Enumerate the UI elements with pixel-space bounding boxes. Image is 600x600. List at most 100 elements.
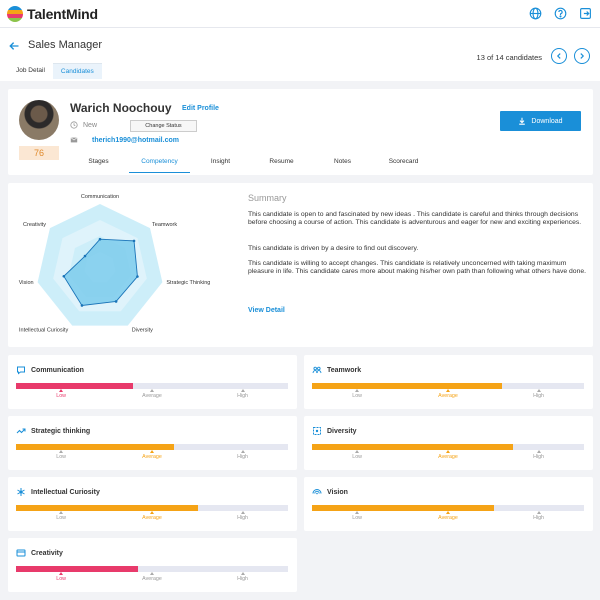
competency-title: Diversity [327,427,357,435]
radar-data-point [132,239,136,243]
scale-marker: High [228,511,258,521]
next-candidate-button[interactable] [574,48,590,64]
competency-bar [16,505,288,511]
clock-icon [70,121,78,129]
competency-card: Vision Low Average High [304,477,593,531]
scale-marker: Average [433,450,463,460]
radar-axis-label: Communication [81,194,119,200]
competency-radar-chart: Communication Teamwork Strategic Thinking D… [19,194,211,334]
radar-axis-label: Intellectual Curiosity [19,328,68,334]
competency-card: Creativity Low Average High [8,538,297,592]
diversity-icon [313,427,321,435]
chat-icon [17,366,25,375]
trend-icon [16,428,26,434]
scale-marker: High [524,511,554,521]
summary-paragraph: This candidate is driven by a desire to … [248,245,419,252]
competency-bar-fill [312,505,495,511]
edit-profile-link[interactable]: Edit Profile [182,105,219,112]
chevron-right-icon [580,53,585,59]
download-button[interactable]: Download [500,111,581,131]
competency-title: Communication [31,366,84,374]
tab-insight[interactable]: Insight [210,158,231,165]
app-logo[interactable]: TalentMind [7,6,98,22]
radar-data-point [80,304,84,307]
tab-resume[interactable]: Resume [269,158,294,165]
competency-bar-fill [312,444,514,450]
scale-marker: Average [137,450,167,460]
competency-bar-fill [16,505,199,511]
prev-candidate-button[interactable] [551,48,567,64]
scale-marker: Low [46,389,76,399]
competency-title: Creativity [31,549,63,557]
competency-bar [16,383,288,389]
scale-marker: Low [46,511,76,521]
candidate-status: New [83,121,98,129]
page-header: Sales Manager Job Detail Candidates 13 o… [0,28,600,81]
change-status-button[interactable]: Change Status [130,120,197,132]
avatar [19,100,59,140]
app-name: TalentMind [27,6,98,22]
scale-marker: Average [433,511,463,521]
chevron-left-icon [556,53,561,59]
competency-bar [312,505,584,511]
radar-axis-label: Strategic Thinking [166,280,210,286]
download-label: Download [531,117,563,125]
scale-marker: High [228,389,258,399]
competency-title: Teamwork [327,366,362,374]
logo-mark-icon [7,6,23,22]
radar-data-point [83,254,87,258]
candidate-email[interactable]: therich1990@hotmail.com [92,136,179,144]
scale-marker: High [228,572,258,582]
competency-bar [312,444,584,450]
summary-paragraph: This candidate is willing to accept chan… [248,260,587,276]
competency-bar-fill [16,383,133,389]
scale-marker: Low [342,511,372,521]
radar-data-area [63,238,138,306]
tab-stages[interactable]: Stages [88,158,109,165]
tab-job-detail[interactable]: Job Detail [16,67,45,74]
creativity-icon [16,549,26,557]
competency-title: Strategic thinking [31,427,91,435]
scale-marker: Low [342,450,372,460]
summary-paragraph: This candidate is open to and fascinated… [248,211,582,227]
competency-bar-fill [312,383,503,389]
scale-marker: Average [137,511,167,521]
scale-marker: High [524,389,554,399]
radar-axis-label: Diversity [132,328,153,334]
scale-marker: High [524,450,554,460]
tab-notes[interactable]: Notes [334,158,351,165]
competency-bar [16,444,288,450]
competency-bar-fill [16,444,174,450]
competency-card: Communication Low Average High [8,355,297,409]
competency-bar [312,383,584,389]
vision-icon [312,489,322,495]
competency-bar-fill [16,566,139,572]
radar-data-point [98,237,102,241]
tab-competency[interactable]: Competency [129,158,190,173]
candidate-profile-card: 76 Warich Noochouy Edit Profile New Chan… [8,89,593,175]
candidate-score-badge: 76 [19,146,59,160]
header-tabs: Job Detail Candidates [8,63,102,79]
candidate-name: Warich Noochouy [70,101,172,115]
competency-card: Intellectual Curiosity Low Average High [8,477,297,531]
competency-card: Teamwork Low Average High [304,355,593,409]
help-icon[interactable] [554,7,567,20]
scale-marker: Low [342,389,372,399]
radar-data-point [136,275,139,278]
competency-title: Intellectual Curiosity [31,488,100,496]
scale-marker: Low [46,450,76,460]
back-arrow-icon[interactable] [8,40,20,52]
competency-card: Diversity Low Average High [304,416,593,470]
radar-axis-label: Teamwork [152,222,177,228]
globe-icon[interactable] [529,7,542,20]
competency-card: Strategic thinking Low Average High [8,416,297,470]
candidate-counter: 13 of 14 candidates [476,53,542,62]
view-detail-link[interactable]: View Detail [248,307,285,314]
competency-summary-card: Communication Teamwork Strategic Thinking D… [8,183,593,347]
logout-icon[interactable] [579,7,592,20]
scale-marker: Average [137,389,167,399]
snowflake-icon [17,488,25,496]
tab-scorecard[interactable]: Scorecard [388,158,419,165]
team-icon [312,366,322,374]
tab-candidates[interactable]: Candidates [52,63,102,79]
